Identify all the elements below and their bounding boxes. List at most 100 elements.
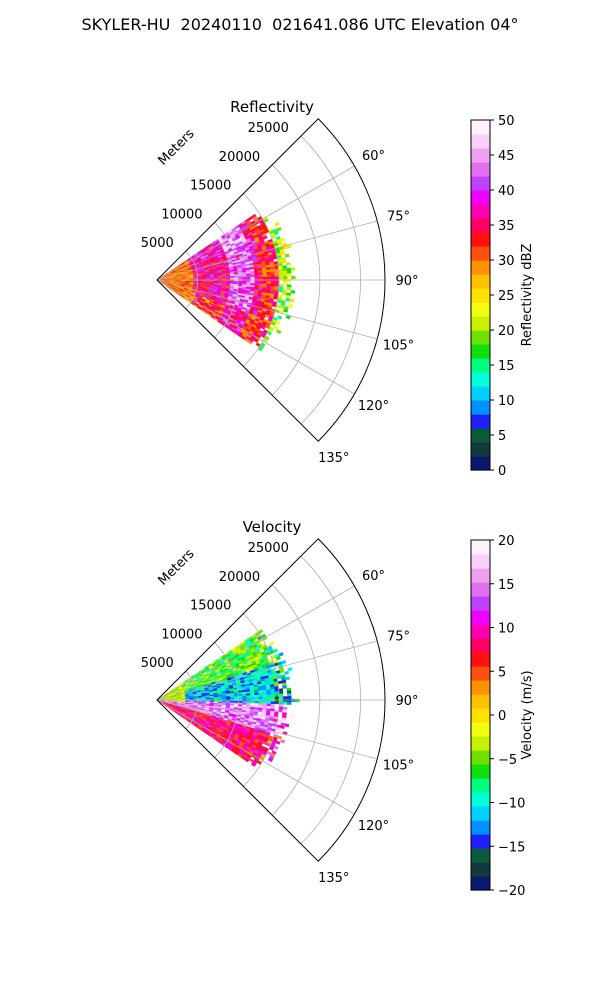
echo-cell [278, 691, 284, 695]
echo-cell [295, 698, 300, 703]
echo-cell [217, 698, 223, 700]
colorbar-tick-label: 5 [498, 429, 506, 444]
echo-cell [262, 272, 267, 275]
echo-cell [254, 692, 259, 696]
echo-cell [286, 690, 292, 694]
echo-cell [274, 283, 280, 287]
range-tick-label: 10000 [161, 627, 202, 642]
colorbar-tick-label: 5 [498, 665, 506, 680]
echo-cell [274, 221, 280, 227]
colorbar-tick-label: 0 [498, 709, 506, 724]
colorbar-swatch [471, 806, 490, 821]
echo-cell [282, 701, 288, 705]
colorbar-swatch [471, 330, 490, 345]
echo-cell [286, 284, 292, 288]
echo-cell [288, 304, 294, 309]
colorbar-swatch [471, 400, 490, 415]
colorbar-tick-label: 50 [498, 114, 515, 129]
colorbar-swatch [471, 722, 490, 737]
echo-cell [274, 693, 280, 697]
echo-cell [282, 270, 288, 274]
echo-cell [274, 281, 280, 285]
colorbar-label: Reflectivity dBZ [520, 244, 535, 347]
echo-cell [285, 297, 291, 302]
echo-cell [226, 277, 231, 280]
echo-cell [262, 283, 268, 287]
echo-cell [270, 699, 276, 702]
echo-cell [246, 281, 251, 284]
echo-cell [269, 641, 275, 646]
echo-cell [280, 237, 286, 242]
echo-cell [270, 279, 276, 282]
echo-cell [282, 292, 287, 296]
colorbar-tick-label: −10 [498, 797, 525, 812]
echo-cell [258, 276, 264, 280]
colorbar-swatch [471, 820, 490, 835]
echo-cell [276, 226, 282, 232]
echo-cell [279, 725, 285, 730]
echo-cell [242, 275, 247, 278]
azimuth-tick-label: 75° [387, 209, 410, 224]
echo-cell [213, 278, 219, 280]
colorbar-label: Velocity (m/s) [520, 670, 535, 759]
echo-cell [250, 697, 255, 700]
echo-cell [246, 697, 251, 700]
echo-cell [246, 695, 251, 698]
echo-cell [242, 277, 247, 280]
colorbar-swatch [471, 302, 490, 317]
echo-cell [234, 697, 239, 700]
echo-cell [286, 244, 292, 249]
colorbar-swatch [471, 596, 490, 611]
echo-cell [287, 701, 292, 705]
echo-cell [246, 275, 251, 278]
echo-cell [242, 695, 247, 698]
colorbar-tick-label: 25 [498, 289, 515, 304]
echo-cell [278, 693, 284, 697]
echo-cell [258, 692, 263, 696]
echo-cell [274, 703, 280, 707]
echo-cell [286, 693, 292, 697]
echo-cell [258, 272, 263, 276]
echo-cell [250, 695, 255, 698]
azimuth-tick-label: 90° [395, 694, 418, 709]
colorbar-swatch [471, 414, 490, 429]
echo-cell [266, 276, 272, 280]
echo-cell [221, 697, 227, 700]
echo-cell [209, 698, 215, 700]
azimuth-gridline [156, 279, 378, 340]
echo-cell [282, 685, 287, 689]
colorbar-swatch [471, 736, 490, 751]
azimuth-tick-label: 135° [318, 451, 349, 466]
echo-cell [254, 701, 259, 704]
echo-cell [278, 696, 284, 700]
echo-cell [274, 701, 280, 705]
colorbar-swatch [471, 134, 490, 149]
echo-cell [278, 286, 284, 290]
colorbar-swatch [471, 386, 490, 401]
echo-cell [250, 281, 255, 284]
echo-cell [270, 276, 276, 280]
echo-cell [274, 698, 280, 702]
echo-cell [262, 701, 268, 704]
azimuth-tick-label: 105° [383, 759, 414, 774]
echo-cell [284, 670, 289, 675]
colorbar-swatch [471, 232, 490, 247]
colorbar-swatch [471, 344, 490, 359]
echo-cell [250, 693, 255, 696]
echo-cell [242, 697, 247, 700]
echo-cell [270, 689, 275, 693]
echo-cell [262, 703, 268, 707]
echo-cell [262, 274, 268, 278]
azimuth-gridline [156, 699, 378, 760]
echo-cell [266, 703, 272, 707]
echo-cell [234, 277, 239, 280]
azimuth-tick-label: 135° [318, 871, 349, 886]
colorbar-tick-label: 45 [498, 149, 515, 164]
echo-cell [275, 656, 281, 661]
echo-cell [230, 276, 235, 279]
echo-cell [274, 276, 280, 280]
echo-cell [258, 283, 263, 287]
colorbar-tick-label: −15 [498, 840, 525, 855]
colorbar-swatch [471, 680, 490, 695]
